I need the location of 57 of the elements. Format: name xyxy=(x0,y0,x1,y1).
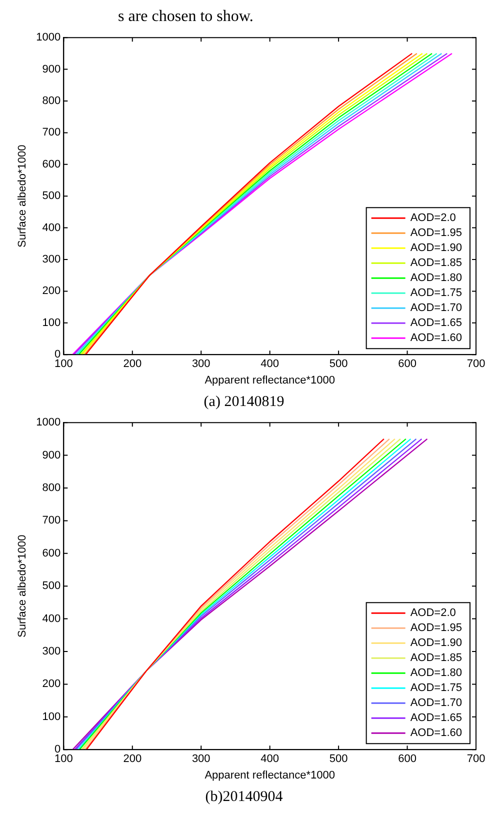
legend-label: AOD=1.65 xyxy=(410,317,462,330)
legend-label: AOD=1.80 xyxy=(410,667,462,680)
y-tick-label: 1000 xyxy=(36,32,61,44)
y-tick-label: 200 xyxy=(42,285,61,298)
y-tick-label: 400 xyxy=(42,222,61,234)
legend-label: AOD=1.90 xyxy=(410,637,462,650)
y-tick-label: 500 xyxy=(42,190,61,202)
y-tick-label: 900 xyxy=(42,63,61,76)
y-tick-label: 400 xyxy=(42,612,61,625)
y-tick-label: 600 xyxy=(42,547,61,560)
legend-label: AOD=1.75 xyxy=(410,682,462,694)
x-tick-label: 700 xyxy=(466,753,486,766)
text: s are chosen to show. xyxy=(118,8,254,27)
y-tick-label: 200 xyxy=(42,678,61,690)
y-tick-label: 500 xyxy=(42,580,61,592)
x-axis-title: Apparent reflectance*1000 xyxy=(204,769,335,782)
y-tick-label: 100 xyxy=(42,316,61,329)
legend-label: AOD=1.85 xyxy=(410,652,462,664)
x-tick-label: 200 xyxy=(123,358,142,370)
legend-label: AOD=1.85 xyxy=(410,257,462,270)
legend-label: AOD=1.60 xyxy=(410,727,462,740)
x-tick-label: 300 xyxy=(192,358,210,370)
legend-label: AOD=1.95 xyxy=(410,227,462,240)
x-tick-label: 400 xyxy=(260,358,280,370)
legend-label: AOD=1.95 xyxy=(410,622,462,634)
y-tick-label: 700 xyxy=(42,126,61,139)
legend-label: AOD=1.90 xyxy=(410,242,462,254)
x-tick-label: 700 xyxy=(466,358,486,370)
legend-label: AOD=1.60 xyxy=(410,332,462,344)
x-tick-label: 600 xyxy=(398,753,416,766)
y-tick-label: 1000 xyxy=(36,416,61,429)
x-axis-title: Apparent reflectance*1000 xyxy=(204,374,335,386)
legend-label: AOD=1.80 xyxy=(410,272,462,284)
x-tick-label: 300 xyxy=(192,753,210,766)
x-tick-label: 500 xyxy=(329,753,348,766)
y-tick-label: 800 xyxy=(42,482,61,494)
x-tick-label: 200 xyxy=(123,753,142,766)
text: (b)20140904 xyxy=(205,788,284,805)
y-axis-title: Surface albedo*1000 xyxy=(16,144,29,248)
x-tick-label: 500 xyxy=(329,358,348,370)
legend-label: AOD=2.0 xyxy=(410,212,456,224)
legend-label: AOD=1.75 xyxy=(410,287,462,300)
y-tick-label: 800 xyxy=(42,95,61,108)
y-axis-title: Surface albedo*1000 xyxy=(16,534,29,638)
legend-label: AOD=1.70 xyxy=(410,697,462,710)
y-tick-label: 300 xyxy=(42,254,61,266)
legend-label: AOD=1.65 xyxy=(410,712,462,724)
x-tick-label: 600 xyxy=(398,358,416,370)
y-tick-label: 900 xyxy=(42,449,61,462)
y-tick-label: 600 xyxy=(42,158,61,170)
legend-label: AOD=2.0 xyxy=(410,607,456,620)
y-tick-label: 100 xyxy=(42,710,61,723)
y-tick-label: 300 xyxy=(42,646,61,658)
x-tick-label: 400 xyxy=(260,753,280,766)
legend-label: AOD=1.70 xyxy=(410,302,462,314)
y-tick-label: 700 xyxy=(42,514,61,527)
text: (a) 20140819 xyxy=(204,394,284,410)
